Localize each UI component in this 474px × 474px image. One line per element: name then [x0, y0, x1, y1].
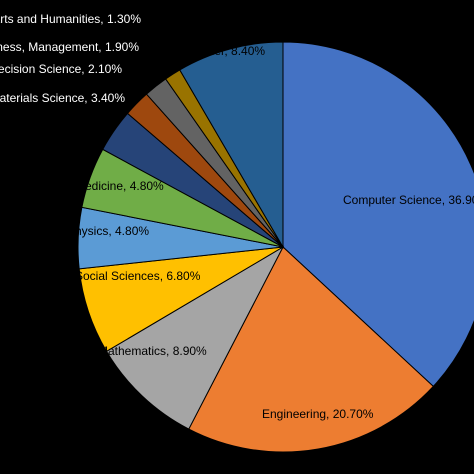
slice-label-business-management: Business, Management, 1.90% [0, 40, 139, 54]
pie-slice-mathematics [105, 245, 285, 430]
pie-slice-engineering [188, 246, 435, 453]
pie-slices [77, 41, 474, 453]
pie-slice-computer-science [282, 41, 474, 388]
pie-slice-other [179, 41, 284, 249]
slice-label-medicine: Medicine, 4.80% [75, 179, 164, 193]
slice-label-computer-science: Computer Science, 36.90% [343, 193, 474, 207]
slice-label-mathematics: Mathematics, 8.90% [98, 344, 207, 358]
slice-label-other: Other, 8.40% [195, 44, 265, 58]
pie-labels: Computer Science, 36.90% Engineering, 20.… [0, 12, 474, 421]
slice-label-decision-science: Decision Science, 2.10% [0, 62, 122, 76]
slice-label-arts-and-humanities: Arts and Humanities, 1.30% [0, 12, 141, 26]
slice-label-engineering: Engineering, 20.70% [262, 407, 374, 421]
slice-label-materials-science: Materials Science, 3.40% [0, 91, 125, 105]
slice-label-social-sciences: Social Sciences, 6.80% [75, 269, 201, 283]
slice-label-physics: Physics, 4.80% [67, 224, 149, 238]
